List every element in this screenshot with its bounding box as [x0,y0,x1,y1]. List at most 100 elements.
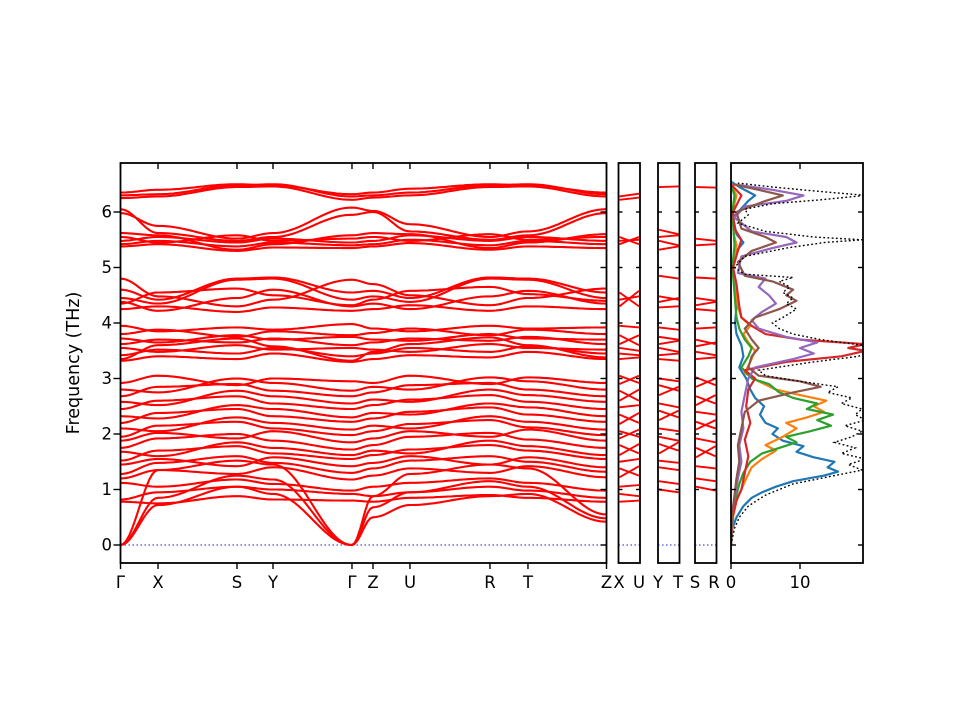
band-segment [695,477,716,483]
band-segment [658,385,679,397]
band-segment [695,297,716,302]
band-line [120,277,607,308]
band-segment [695,376,716,387]
dos-curve-orange [731,183,828,546]
band-segment [619,374,640,385]
band-segment [658,358,679,362]
band-line [120,183,607,196]
band-segment [695,186,716,189]
band-line [120,388,607,407]
panel-label-r: R [708,573,719,592]
band-line [120,304,607,313]
dos-xtick-label-10: 10 [790,573,811,592]
ytick-label-5: 5 [102,258,113,277]
band-line [120,455,607,476]
band-line [120,234,607,244]
band-segment [658,384,679,392]
band-line [120,439,607,458]
band-segment [658,377,679,383]
main-panel-frame [119,162,608,564]
band-line [120,343,607,353]
band-line [120,327,607,338]
band-segment [658,239,679,247]
band-segment [619,388,640,402]
band-segment [658,305,679,309]
band-segment [695,308,716,312]
band-segment [695,410,716,416]
band-segment [619,458,640,463]
band-segment [658,228,679,236]
xtick-label-z1: Z [367,573,378,592]
panel-label-x: X [613,573,624,592]
ytick-label-2: 2 [102,425,113,444]
band-segment [658,466,679,472]
band-segment [619,347,640,352]
segment-panel-sr-frame [694,162,718,564]
band-line [120,465,607,481]
xtick-label-z2: Z [601,573,612,592]
band-line [120,374,607,387]
xtick-label-u: U [404,573,416,592]
dos-curve-total [731,182,863,546]
band-segment [619,499,640,503]
dos-panel-frame [730,162,864,564]
band-line [120,494,607,505]
band-segment [695,326,716,330]
band-segment [695,465,716,470]
dos-curves [731,180,863,546]
segment-panel-xu-frame [617,162,641,564]
panel-label-s: S [690,573,700,592]
band-segment [619,192,640,198]
band-segment [695,243,716,247]
band-segment [658,480,679,485]
ytick-label-4: 4 [102,314,113,333]
band-segment [695,350,716,357]
band-segment [658,339,679,346]
band-segment [658,245,679,251]
band-segment [658,409,679,421]
band-segment [658,441,679,455]
band-segment [695,437,716,444]
dos-xtick-label-0: 0 [726,573,737,592]
band-segment [658,409,679,419]
band-line [120,242,607,252]
band-segment [619,356,640,361]
band-line [120,333,607,344]
xtick-label-x: X [152,573,163,592]
band-line [120,402,607,420]
band-line [120,350,607,363]
xtick-label-r: R [484,573,495,592]
ytick-label-3: 3 [102,369,113,388]
ytick-label-6: 6 [102,203,113,222]
band-segment [658,326,679,331]
band-line [120,485,607,501]
xtick-label-t: T [522,573,534,592]
xtick-label-s: S [232,573,242,592]
band-segment [658,347,679,353]
segment-panel-yt-frame [657,162,681,564]
ytick-label-1: 1 [102,480,113,499]
band-segment [658,427,679,433]
band-segment [619,404,640,409]
band-segment [695,356,716,361]
segment-panel-bands [618,185,716,503]
band-line [120,394,607,411]
xtick-label-gamma2: Γ [347,573,357,592]
band-line [120,276,607,301]
band-segment [695,377,716,388]
band-segment [619,295,640,301]
band-line [120,474,607,547]
band-line [120,428,607,444]
band-segment [658,459,679,464]
band-segment [695,300,716,307]
band-segment [658,435,679,442]
band-segment [619,465,640,479]
band-segment [658,488,679,494]
band-segment [695,485,716,492]
band-segment [695,419,716,431]
panel-label-u: U [633,573,645,592]
band-line [120,206,607,240]
band-line [120,485,607,547]
band-segment [658,297,679,303]
